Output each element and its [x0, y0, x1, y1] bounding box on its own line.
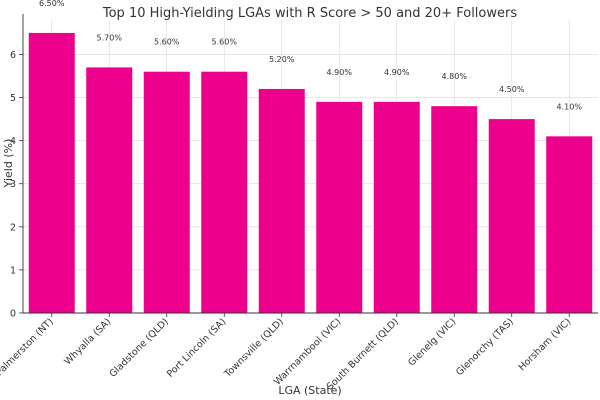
x-tick-label: Horsham (VIC) [517, 316, 574, 373]
bar [86, 67, 133, 313]
bar [546, 136, 593, 313]
data-label: 4.90% [327, 68, 353, 77]
data-label: 4.50% [499, 85, 525, 94]
data-label: 4.80% [442, 72, 468, 81]
y-tick-label: 5 [10, 93, 16, 104]
data-label: 4.10% [557, 102, 583, 111]
x-axis-label: LGA (State) [278, 384, 341, 397]
bar [316, 101, 363, 313]
y-tick-label: 1 [10, 265, 16, 276]
y-tick-label: 3 [10, 179, 16, 190]
bar [28, 32, 75, 313]
x-tick-label: Townsville (QLD) [222, 316, 286, 380]
y-axis-label: Yield (%) [2, 139, 15, 189]
bars [28, 32, 593, 314]
bar [431, 106, 478, 313]
x-tick-label: Port Lincoln (SA) [165, 316, 228, 379]
data-label: 5.70% [97, 33, 123, 42]
data-label: 4.90% [384, 68, 410, 77]
bar [258, 88, 305, 313]
data-label: 6.50% [39, 0, 65, 8]
bar [488, 119, 535, 314]
y-tick-label: 2 [10, 222, 16, 233]
data-labels: 6.50% 5.70% 5.60% 5.60% 5.20% 4.90% 4.90% 4.80%… [39, 0, 582, 111]
x-tick-label: Glenorchy (TAS) [454, 316, 516, 378]
chart-title: Top 10 High-Yielding LGAs with R Score >… [102, 6, 517, 21]
x-tick-label: Glenelg (VIC) [406, 316, 458, 368]
data-label: 5.60% [154, 38, 180, 47]
x-tick-label: Gladstone (QLD) [107, 316, 170, 379]
x-tick-label: Whyalla (SA) [62, 316, 113, 367]
data-label: 5.20% [269, 55, 295, 64]
bar [143, 71, 190, 314]
data-label: 5.60% [212, 38, 238, 47]
bar [201, 71, 248, 314]
bar [373, 101, 420, 313]
x-tick-label: Palmerston (NT) [0, 316, 56, 378]
y-tick-label: 0 [10, 309, 16, 320]
y-tick-label: 6 [10, 50, 16, 61]
y-tick-label: 4 [10, 136, 16, 147]
